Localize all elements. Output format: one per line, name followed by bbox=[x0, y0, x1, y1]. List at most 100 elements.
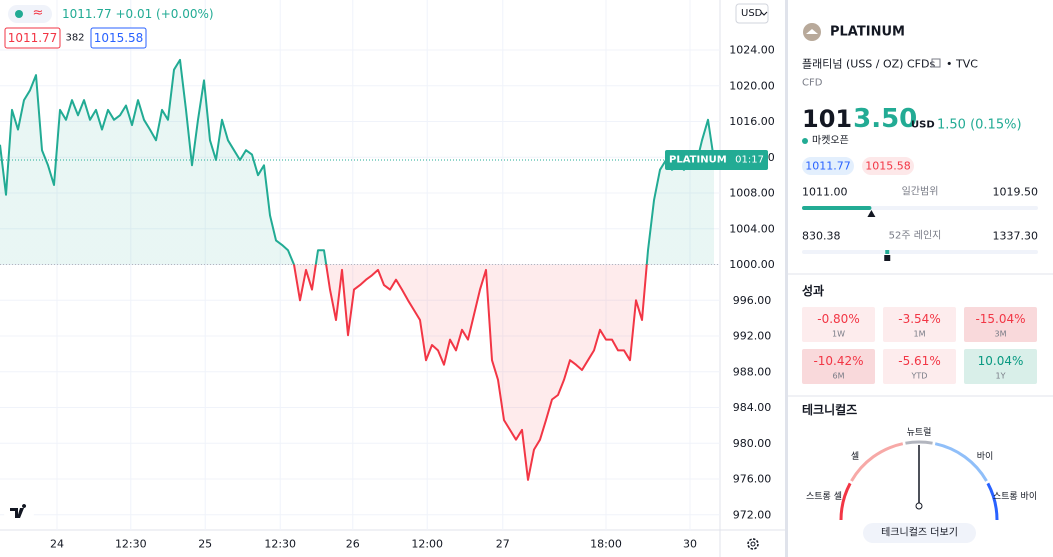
day-high: 1019.50 bbox=[993, 186, 1039, 199]
technicals-title: 테크니컬즈 bbox=[802, 402, 857, 417]
last-price-box bbox=[665, 149, 768, 170]
performance-period: YTD bbox=[911, 372, 928, 381]
day-range-fill bbox=[802, 206, 872, 210]
last-price-symbol: PLATINUM bbox=[669, 154, 727, 165]
bid-box[interactable] bbox=[4, 27, 61, 49]
gauge-buy: 바이 bbox=[977, 451, 994, 462]
settings-icon-core bbox=[750, 541, 756, 547]
kind: CFD bbox=[802, 78, 823, 89]
performance-value: 10.04% bbox=[978, 354, 1024, 368]
gauge-pivot bbox=[915, 502, 923, 510]
logo[interactable] bbox=[10, 504, 27, 518]
gauge-strong-buy: 스트롱 바이 bbox=[993, 491, 1037, 502]
currency: USD bbox=[741, 8, 763, 19]
performance-period: 3M bbox=[995, 330, 1007, 339]
panel-bid: 1011.77 bbox=[805, 160, 851, 173]
performance-tile bbox=[883, 307, 956, 342]
performance-value: -10.42% bbox=[813, 354, 863, 368]
x-tick-label: 25 bbox=[198, 538, 212, 551]
y-tick-label: 992.00 bbox=[733, 330, 772, 343]
y-tick-label: 988.00 bbox=[733, 365, 772, 378]
y-tick-label: 972.00 bbox=[733, 508, 772, 521]
year-high: 1337.30 bbox=[993, 230, 1039, 243]
spread: 382 bbox=[65, 33, 84, 44]
gauge-segment bbox=[905, 440, 933, 445]
status-dot bbox=[15, 10, 23, 18]
quote: 1011.77 +0.01 (+0.00%) bbox=[62, 7, 214, 21]
performance-period: 1Y bbox=[996, 372, 1006, 381]
ask-box[interactable] bbox=[90, 27, 147, 49]
y-tick-label: 996.00 bbox=[733, 294, 772, 307]
performance-tile bbox=[802, 349, 875, 384]
symbol-logo-mark bbox=[806, 29, 818, 34]
gauge-strong-sell: 스트롱 셀 bbox=[806, 491, 842, 502]
performance-tile bbox=[883, 349, 956, 384]
year-low: 830.38 bbox=[802, 230, 841, 243]
price-tail: 3.50 bbox=[853, 104, 917, 134]
x-tick-label: 12:30 bbox=[115, 538, 147, 551]
delay-icon: ≈ bbox=[33, 6, 44, 21]
x-tick-label: 27 bbox=[496, 538, 510, 551]
caret bbox=[760, 11, 768, 16]
x-tick-label: 30 bbox=[683, 538, 697, 551]
performance-tile bbox=[964, 349, 1037, 384]
x-tick-label: 12:30 bbox=[264, 538, 296, 551]
y-tick-label: 1004.00 bbox=[729, 222, 775, 235]
divider bbox=[785, 0, 788, 557]
day-low: 1011.00 bbox=[802, 186, 848, 199]
year-label: 52주 레인지 bbox=[889, 230, 942, 242]
x-tick-label: 26 bbox=[346, 538, 360, 551]
more-button-label: 테크니컬즈 더보기 bbox=[881, 526, 958, 539]
price-currency: USD bbox=[911, 120, 935, 131]
currency-button[interactable] bbox=[735, 3, 769, 24]
ask: 1015.58 bbox=[94, 31, 144, 45]
performance-title: 성과 bbox=[802, 283, 824, 298]
exchange[interactable]: • TVC bbox=[946, 58, 978, 71]
bid: 1011.77 bbox=[8, 31, 58, 45]
y-tick-label: 1024.00 bbox=[729, 44, 775, 57]
market-status: 마켓오픈 bbox=[812, 135, 849, 147]
x-tick-label: 24 bbox=[50, 538, 64, 551]
gauge-sell: 셀 bbox=[851, 451, 859, 462]
year-range-track bbox=[802, 250, 1038, 254]
x-tick-label: 12:00 bbox=[411, 538, 443, 551]
symbol[interactable]: PLATINUM bbox=[830, 25, 905, 40]
performance-tile bbox=[802, 307, 875, 342]
more-button[interactable] bbox=[863, 523, 976, 543]
performance-value: -5.61% bbox=[898, 354, 940, 368]
gauge-segment bbox=[850, 442, 904, 482]
gauge-segment bbox=[986, 482, 999, 521]
countdown: 01:17 bbox=[735, 154, 764, 165]
gauge-neutral: 뉴트럴 bbox=[907, 427, 932, 438]
gauge-segment bbox=[934, 442, 988, 482]
y-tick-label: 1008.00 bbox=[729, 187, 775, 200]
performance-period: 1W bbox=[832, 330, 845, 339]
x-tick-label: 18:00 bbox=[590, 538, 622, 551]
bid-chip bbox=[802, 157, 854, 175]
settings-icon[interactable] bbox=[747, 538, 759, 550]
y-tick-label: 980.00 bbox=[733, 437, 772, 450]
description: 플래티넘 (USS / OZ) CFDs bbox=[802, 58, 935, 71]
y-tick-label: 1020.00 bbox=[729, 79, 775, 92]
year-range-dot bbox=[885, 250, 890, 254]
performance-period: 1M bbox=[914, 330, 926, 339]
gauge-segment bbox=[839, 482, 852, 521]
area bbox=[0, 59, 714, 480]
y-tick-label: 1016.00 bbox=[729, 115, 775, 128]
price-line bbox=[0, 58, 715, 481]
performance-value: -0.80% bbox=[817, 312, 859, 326]
day-range-marker bbox=[867, 210, 876, 217]
panel-ask: 1015.58 bbox=[865, 160, 911, 173]
performance-value: -15.04% bbox=[975, 312, 1025, 326]
link-icon[interactable] bbox=[931, 58, 941, 68]
status-dot bbox=[802, 138, 808, 144]
performance-period: 6M bbox=[833, 372, 845, 381]
ask-chip bbox=[862, 157, 914, 175]
status-pill[interactable] bbox=[8, 5, 52, 23]
day-label: 일간범위 bbox=[902, 185, 939, 198]
price-lead: 101 bbox=[802, 105, 852, 133]
y-tick-label: 976.00 bbox=[733, 473, 772, 486]
y-tick-label: 1000.00 bbox=[729, 258, 775, 271]
change: 1.50 (0.15%) bbox=[937, 118, 1022, 133]
